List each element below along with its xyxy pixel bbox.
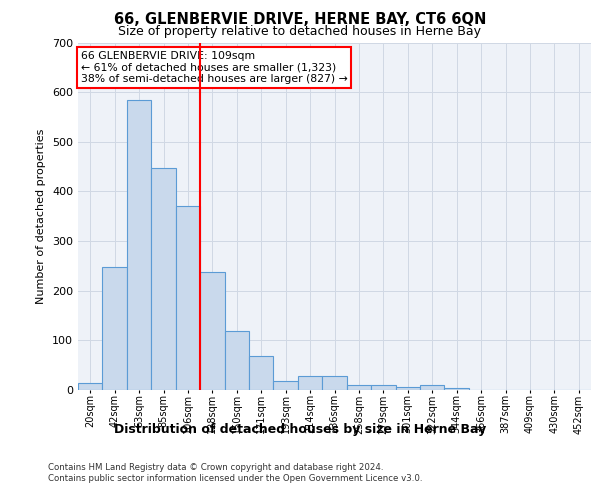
Bar <box>347 385 371 390</box>
Bar <box>127 100 151 390</box>
Text: Contains public sector information licensed under the Open Government Licence v3: Contains public sector information licen… <box>48 474 422 483</box>
Bar <box>274 381 298 390</box>
Text: 66 GLENBERVIE DRIVE: 109sqm
← 61% of detached houses are smaller (1,323)
38% of : 66 GLENBERVIE DRIVE: 109sqm ← 61% of det… <box>80 51 347 84</box>
Bar <box>395 387 420 390</box>
Y-axis label: Number of detached properties: Number of detached properties <box>37 128 46 304</box>
Bar <box>420 385 445 390</box>
Bar <box>151 168 176 390</box>
Bar <box>322 376 347 390</box>
Bar <box>78 382 103 390</box>
Text: 66, GLENBERVIE DRIVE, HERNE BAY, CT6 6QN: 66, GLENBERVIE DRIVE, HERNE BAY, CT6 6QN <box>114 12 486 28</box>
Text: Distribution of detached houses by size in Herne Bay: Distribution of detached houses by size … <box>114 422 486 436</box>
Bar <box>200 272 224 390</box>
Bar <box>176 206 200 390</box>
Bar <box>298 376 322 390</box>
Bar <box>371 385 395 390</box>
Bar <box>103 268 127 390</box>
Bar <box>224 332 249 390</box>
Text: Contains HM Land Registry data © Crown copyright and database right 2024.: Contains HM Land Registry data © Crown c… <box>48 462 383 471</box>
Bar <box>249 356 274 390</box>
Text: Size of property relative to detached houses in Herne Bay: Size of property relative to detached ho… <box>119 25 482 38</box>
Bar <box>445 388 469 390</box>
